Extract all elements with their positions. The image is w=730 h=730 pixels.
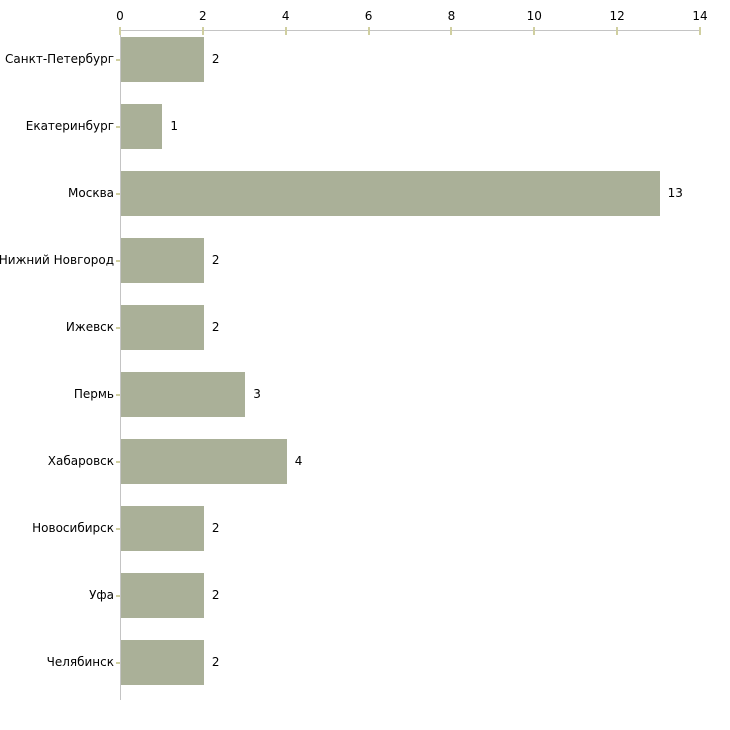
x-tick-label: 2 bbox=[199, 9, 207, 23]
category-label: Пермь bbox=[73, 386, 114, 401]
x-tick-mark bbox=[284, 27, 287, 35]
bar bbox=[121, 305, 204, 350]
x-tick-mark bbox=[533, 27, 536, 35]
category-label: Уфа bbox=[89, 587, 114, 602]
category-label: Екатеринбург bbox=[25, 118, 114, 133]
bar bbox=[121, 104, 163, 149]
value-label: 2 bbox=[211, 654, 220, 669]
category-label: Хабаровск bbox=[47, 453, 114, 468]
bar bbox=[121, 372, 246, 417]
category-label: Ижевск bbox=[65, 319, 114, 334]
category-label: Нижний Новгород bbox=[0, 252, 114, 267]
y-tick-mark bbox=[116, 460, 120, 463]
x-tick-mark bbox=[616, 27, 619, 35]
bar bbox=[121, 238, 204, 283]
x-tick-label: 14 bbox=[692, 9, 708, 23]
bar bbox=[121, 506, 204, 551]
category-label: Челябинск bbox=[46, 654, 114, 669]
bar bbox=[121, 37, 204, 82]
value-label: 2 bbox=[211, 51, 220, 66]
x-tick-label: 10 bbox=[526, 9, 542, 23]
value-label: 2 bbox=[211, 587, 220, 602]
x-tick-mark bbox=[201, 27, 204, 35]
y-tick-mark bbox=[116, 259, 120, 262]
y-tick-mark bbox=[116, 527, 120, 530]
x-tick-label: 0 bbox=[116, 9, 124, 23]
x-tick-mark bbox=[450, 27, 453, 35]
bar bbox=[121, 573, 204, 618]
y-tick-mark bbox=[116, 661, 120, 664]
value-label: 13 bbox=[667, 185, 683, 200]
y-tick-mark bbox=[116, 393, 120, 396]
plot-area bbox=[120, 30, 700, 700]
bar bbox=[121, 439, 287, 484]
category-label: Санкт-Петербург bbox=[5, 51, 114, 66]
x-tick-label: 6 bbox=[364, 9, 373, 23]
y-tick-mark bbox=[116, 58, 120, 61]
value-label: 2 bbox=[211, 520, 220, 535]
bar bbox=[121, 640, 204, 685]
category-label: Москва bbox=[68, 185, 114, 200]
value-label: 4 bbox=[294, 453, 303, 468]
x-tick-mark bbox=[119, 27, 121, 35]
value-label: 1 bbox=[170, 118, 179, 133]
y-tick-mark bbox=[116, 594, 120, 597]
x-tick-label: 12 bbox=[609, 9, 625, 23]
y-tick-mark bbox=[116, 192, 120, 195]
value-label: 2 bbox=[211, 319, 220, 334]
y-tick-mark bbox=[116, 326, 120, 329]
x-tick-label: 4 bbox=[281, 9, 290, 23]
value-label: 2 bbox=[211, 252, 220, 267]
x-tick-label: 8 bbox=[447, 9, 456, 23]
bar bbox=[121, 171, 660, 216]
x-tick-mark bbox=[367, 27, 370, 35]
category-label: Новосибирск bbox=[32, 520, 114, 535]
y-tick-mark bbox=[116, 125, 120, 128]
value-label: 3 bbox=[253, 386, 261, 401]
x-tick-mark bbox=[699, 27, 701, 35]
